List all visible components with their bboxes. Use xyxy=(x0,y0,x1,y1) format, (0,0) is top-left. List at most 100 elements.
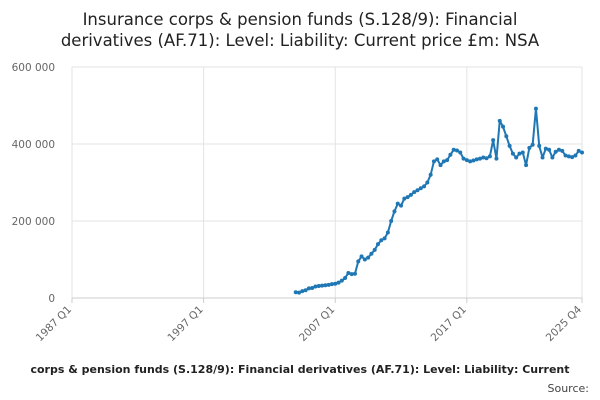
y-tick-label: 600 000 xyxy=(12,62,55,74)
data-point[interactable] xyxy=(537,143,542,148)
x-tick-label: 2017 Q1 xyxy=(429,304,469,344)
data-point[interactable] xyxy=(339,278,344,283)
data-point[interactable] xyxy=(464,158,469,163)
data-point[interactable] xyxy=(494,156,499,161)
data-point[interactable] xyxy=(310,285,315,290)
data-point[interactable] xyxy=(306,286,311,291)
data-point[interactable] xyxy=(349,272,354,277)
data-point[interactable] xyxy=(550,155,555,160)
data-point[interactable] xyxy=(366,255,371,260)
data-point[interactable] xyxy=(540,155,545,160)
data-point[interactable] xyxy=(517,151,522,156)
data-point[interactable] xyxy=(556,147,561,152)
y-axis-ticks: 0 200 000 400 000 600 000 xyxy=(12,62,55,305)
data-point[interactable] xyxy=(362,257,367,262)
data-point[interactable] xyxy=(352,271,357,276)
data-point[interactable] xyxy=(507,143,512,148)
data-point[interactable] xyxy=(580,150,584,155)
data-point[interactable] xyxy=(478,156,482,161)
data-point[interactable] xyxy=(372,247,377,252)
data-point[interactable] xyxy=(379,238,384,243)
x-tick-label: 1997 Q1 xyxy=(165,304,205,344)
data-point[interactable] xyxy=(563,153,568,158)
data-point[interactable] xyxy=(570,155,575,160)
data-point[interactable] xyxy=(402,196,407,201)
data-point[interactable] xyxy=(316,284,321,289)
data-point[interactable] xyxy=(343,275,348,280)
data-point[interactable] xyxy=(359,254,364,259)
y-tick-label: 200 000 xyxy=(12,216,55,228)
y-tick-label: 0 xyxy=(48,293,55,305)
data-point[interactable] xyxy=(468,159,473,164)
data-point[interactable] xyxy=(501,124,506,129)
data-point[interactable] xyxy=(527,145,532,150)
data-point[interactable] xyxy=(573,153,578,158)
data-point[interactable] xyxy=(313,284,318,289)
data-point[interactable] xyxy=(418,186,423,191)
data-point[interactable] xyxy=(412,190,417,195)
data-point[interactable] xyxy=(438,163,443,168)
data-point[interactable] xyxy=(392,209,397,214)
data-point[interactable] xyxy=(533,106,538,111)
data-point[interactable] xyxy=(422,184,427,189)
data-point[interactable] xyxy=(461,156,466,161)
data-point[interactable] xyxy=(405,195,410,200)
data-point[interactable] xyxy=(481,155,486,160)
data-point[interactable] xyxy=(504,134,509,139)
data-point[interactable] xyxy=(369,251,374,256)
data-point[interactable] xyxy=(300,289,305,294)
data-point[interactable] xyxy=(395,201,400,206)
data-point[interactable] xyxy=(543,146,548,151)
data-point[interactable] xyxy=(428,172,433,177)
data-point[interactable] xyxy=(484,156,489,161)
data-point[interactable] xyxy=(336,280,341,285)
chart-title-line-2: derivatives (AF.71): Level: Liability: C… xyxy=(61,31,540,50)
data-point[interactable] xyxy=(514,155,519,160)
data-point[interactable] xyxy=(356,259,361,264)
data-point[interactable] xyxy=(385,230,390,235)
data-point[interactable] xyxy=(451,147,456,152)
data-point[interactable] xyxy=(491,138,496,143)
data-point[interactable] xyxy=(510,151,515,156)
data-point[interactable] xyxy=(458,150,463,155)
data-point[interactable] xyxy=(399,203,404,208)
data-point[interactable] xyxy=(547,147,552,152)
data-point[interactable] xyxy=(389,219,394,223)
data-point[interactable] xyxy=(431,159,436,164)
data-point[interactable] xyxy=(329,282,334,287)
data-point[interactable] xyxy=(530,142,535,147)
data-point[interactable] xyxy=(474,157,479,162)
data-point[interactable] xyxy=(435,157,440,162)
data-point[interactable] xyxy=(376,242,380,247)
data-point[interactable] xyxy=(346,270,351,275)
data-point[interactable] xyxy=(560,148,565,153)
data-point[interactable] xyxy=(524,163,529,168)
data-point[interactable] xyxy=(415,188,420,193)
data-point[interactable] xyxy=(303,288,308,293)
data-point[interactable] xyxy=(487,154,492,159)
data-point[interactable] xyxy=(576,148,581,153)
data-point[interactable] xyxy=(497,118,502,123)
x-tick-label: 2025 Q4 xyxy=(544,303,585,344)
data-point[interactable] xyxy=(471,158,476,163)
data-point[interactable] xyxy=(448,152,453,157)
data-point[interactable] xyxy=(323,283,328,288)
x-tick-label: 2007 Q1 xyxy=(297,304,337,344)
source-label: Source: xyxy=(548,382,590,395)
data-point[interactable] xyxy=(333,281,338,286)
data-point[interactable] xyxy=(520,150,525,155)
chart-title-line-1: Insurance corps & pension funds (S.128/9… xyxy=(83,10,518,29)
data-point[interactable] xyxy=(408,192,413,197)
data-point[interactable] xyxy=(441,159,446,164)
data-point[interactable] xyxy=(297,290,302,295)
data-point[interactable] xyxy=(553,149,558,154)
data-point[interactable] xyxy=(293,290,298,295)
data-point[interactable] xyxy=(566,154,571,159)
data-point[interactable] xyxy=(454,148,459,153)
series-line-group xyxy=(293,106,584,295)
data-point[interactable] xyxy=(445,158,450,163)
data-point[interactable] xyxy=(425,180,430,185)
data-point[interactable] xyxy=(382,236,387,241)
data-point[interactable] xyxy=(320,283,325,288)
data-point[interactable] xyxy=(326,282,331,287)
